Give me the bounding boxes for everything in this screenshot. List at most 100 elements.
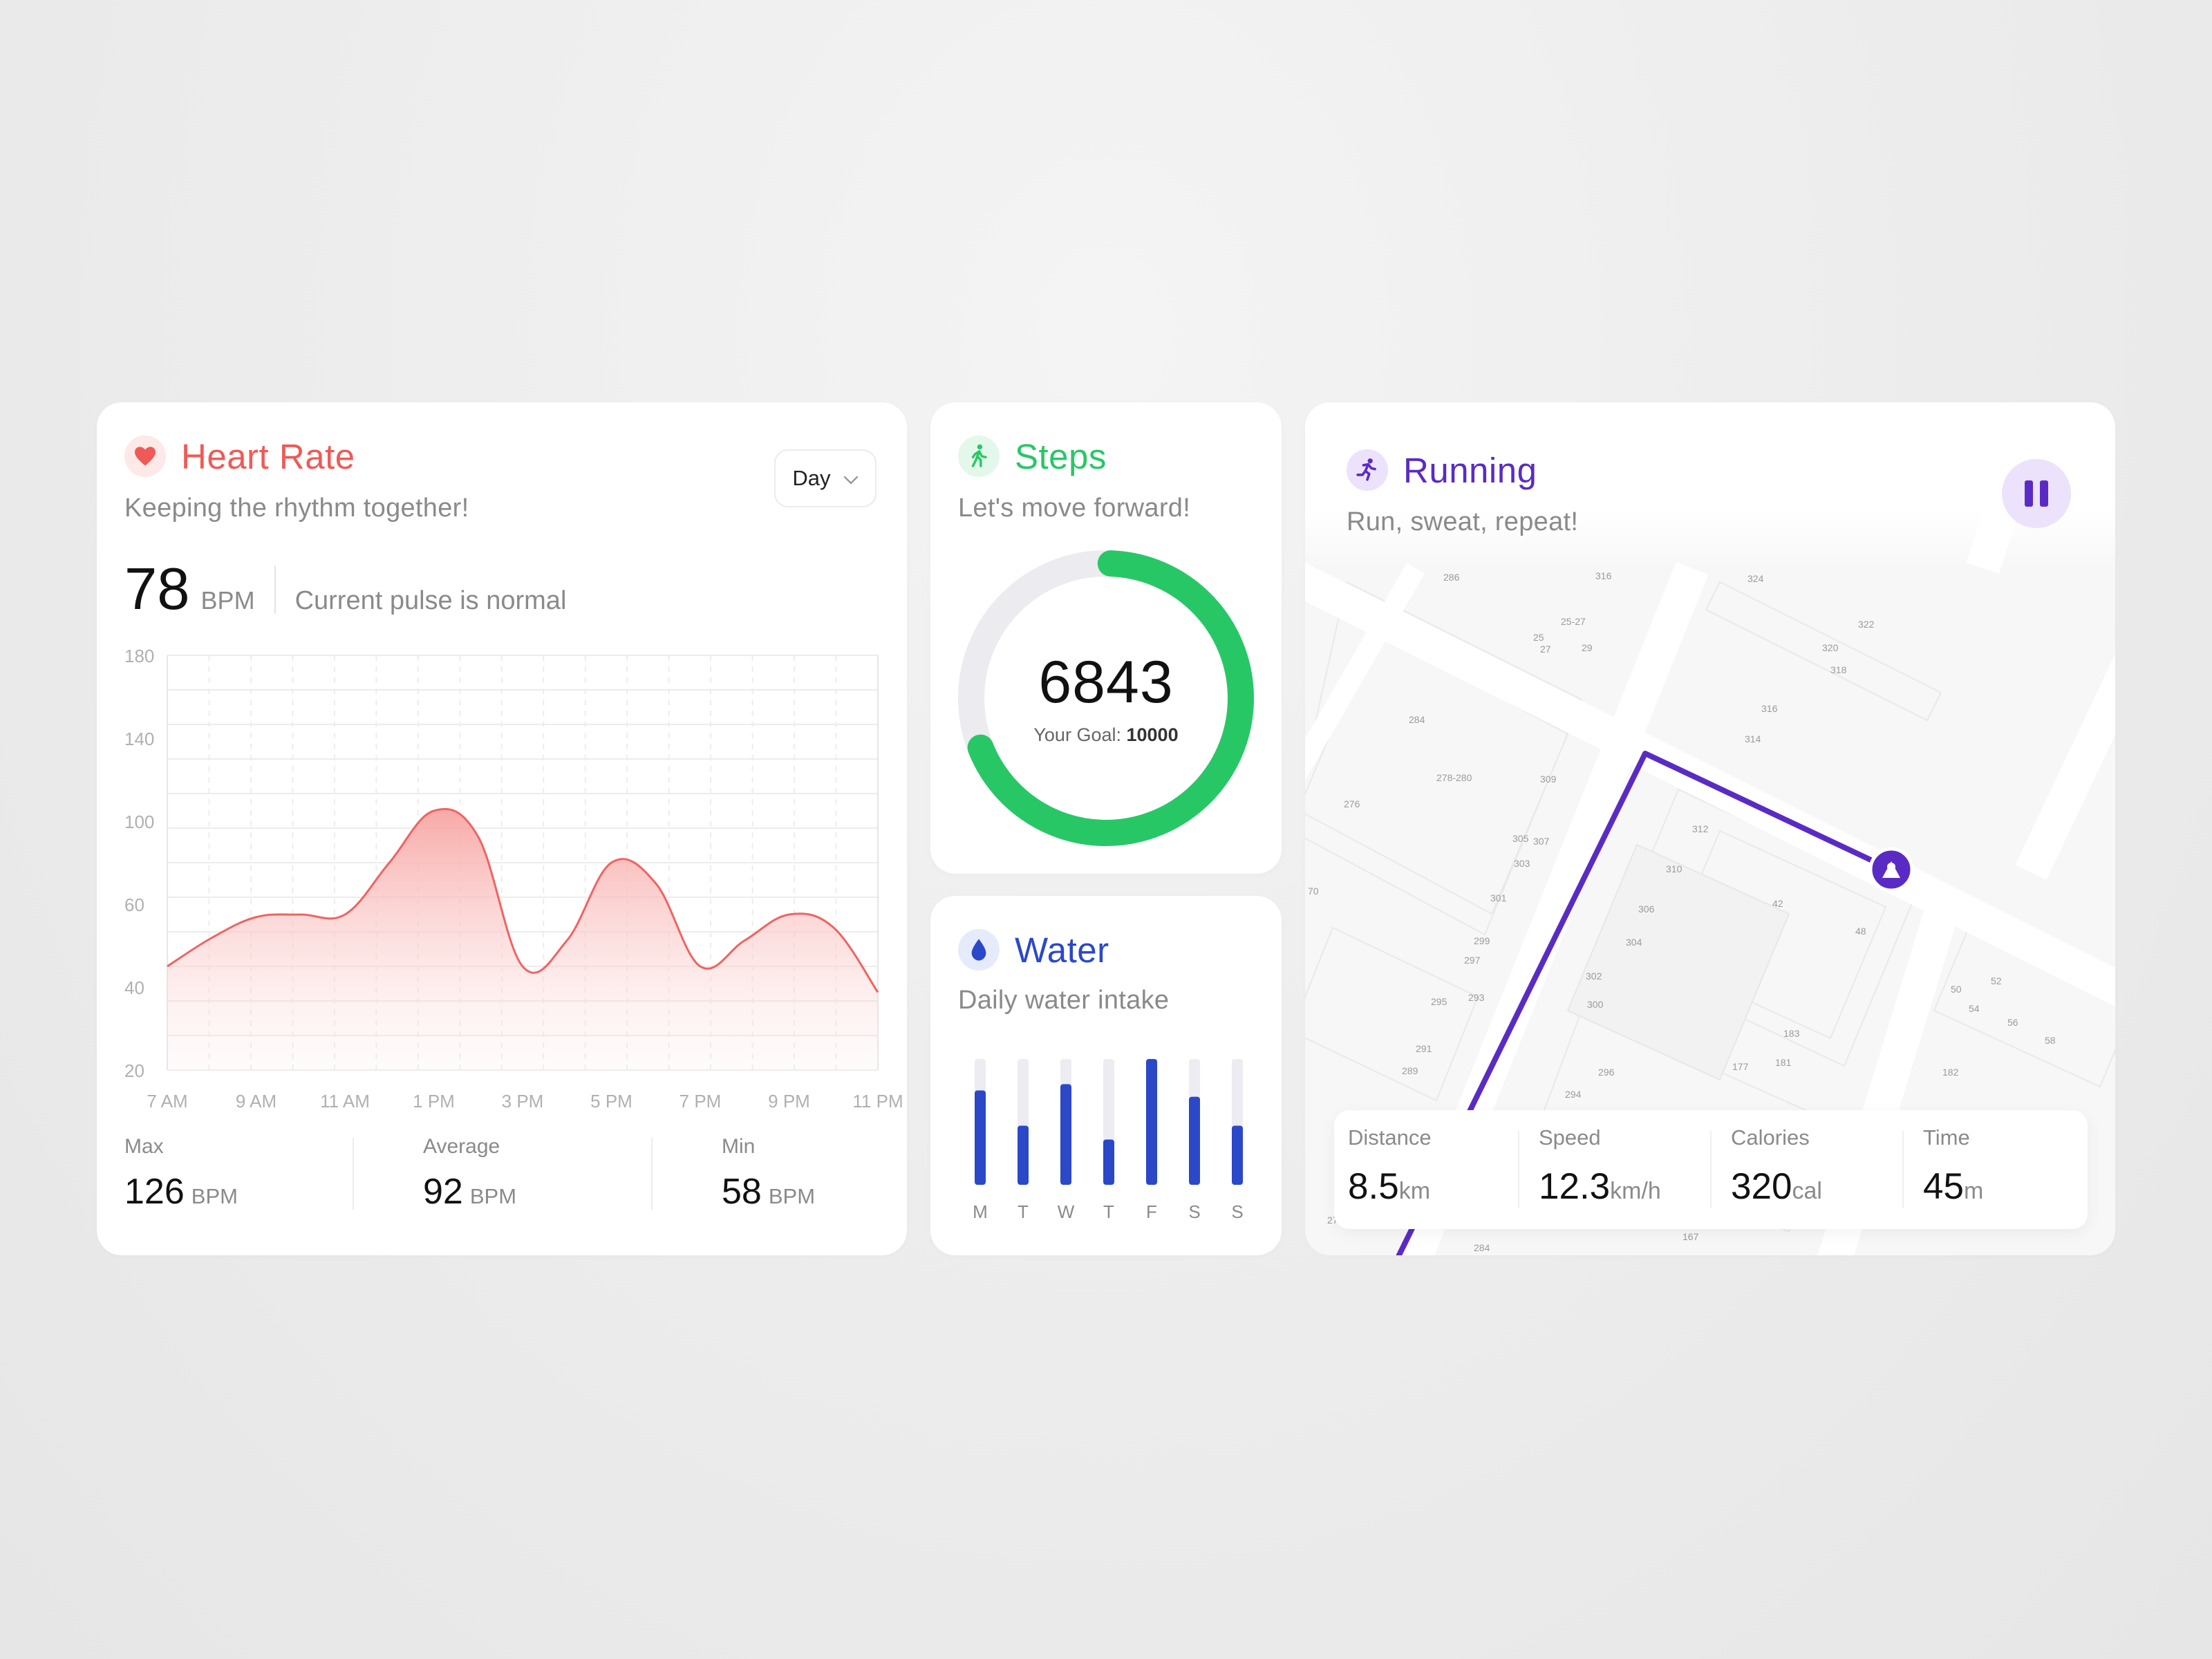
pause-button[interactable]	[2002, 459, 2071, 528]
x-tick-label: 1 PM	[413, 1091, 455, 1112]
stat-max: Max 126 BPM	[124, 1135, 238, 1212]
stat-average-label: Average	[423, 1135, 500, 1158]
stat-distance-value: 8.5	[1348, 1166, 1399, 1207]
map-label: 276	[1344, 798, 1360, 809]
stat-time-unit: m	[1963, 1178, 1984, 1204]
water-bar	[975, 1090, 986, 1185]
steps-header: Steps	[958, 435, 1107, 477]
current-bpm-value: 78	[124, 556, 190, 622]
x-tick-label: 9 AM	[236, 1091, 276, 1112]
map-label: 320	[1822, 642, 1839, 653]
stat-max-value: 126	[124, 1172, 185, 1212]
water-bar	[1146, 1059, 1157, 1185]
map-label: 25	[1533, 632, 1544, 643]
map-label: 52	[1991, 975, 2002, 986]
map-label: 183	[1783, 1028, 1800, 1039]
running-card: 286 316 324 25-27 25 27 29 322 320 318 316 314 284 27…	[1305, 402, 2115, 1255]
steps-subtitle: Let's move forward!	[958, 494, 1191, 523]
x-tick-label: 11 PM	[852, 1091, 903, 1112]
steps-title: Steps	[1015, 436, 1107, 476]
stat-calories-unit: cal	[1792, 1178, 1822, 1204]
steps-goal-label: Your Goal:	[1033, 724, 1121, 745]
map-label: 314	[1745, 733, 1761, 744]
chevron-down-icon	[843, 466, 859, 491]
stat-speed-value: 12.3	[1539, 1166, 1611, 1207]
x-tick-label: 7 AM	[147, 1091, 187, 1112]
map-label: 316	[1595, 570, 1612, 581]
water-day-label: T	[1103, 1201, 1114, 1222]
y-tick-label: 60	[124, 894, 144, 915]
map-label: 50	[1951, 984, 1962, 995]
water-drop-icon	[958, 929, 1000, 971]
steps-goal-value: 10000	[1126, 724, 1179, 745]
water-day-label: S	[1231, 1201, 1243, 1222]
pulse-status: Current pulse is normal	[294, 586, 567, 615]
divider	[1902, 1131, 1904, 1208]
water-day-label: S	[1188, 1201, 1200, 1222]
map-label: 307	[1533, 836, 1550, 847]
map-label: 293	[1468, 992, 1485, 1003]
map-label: 297	[1464, 955, 1481, 966]
stat-min-value: 58	[722, 1172, 762, 1212]
map-label: 286	[1443, 572, 1460, 583]
divider	[353, 1138, 354, 1210]
current-bpm-unit: BPM	[200, 586, 255, 615]
map-label: 42	[1772, 898, 1783, 909]
stat-time: Time 45m	[1923, 1125, 1983, 1208]
running-header-background	[1305, 402, 2115, 568]
heart-rate-card: Heart Rate Keeping the rhythm together! …	[97, 402, 907, 1255]
map-label: 284	[1474, 1242, 1490, 1253]
running-title: Running	[1403, 450, 1537, 490]
stat-min: Min 58 BPM	[722, 1135, 815, 1212]
map-label: 291	[1416, 1043, 1432, 1054]
divider	[651, 1138, 653, 1210]
stat-distance-unit: km	[1398, 1178, 1431, 1204]
heart-rate-header: Heart Rate	[124, 435, 355, 477]
water-bar	[1018, 1125, 1029, 1185]
water-day-label: W	[1058, 1201, 1075, 1222]
map-label: 305	[1512, 833, 1529, 844]
x-tick-label: 9 PM	[768, 1091, 810, 1112]
water-title: Water	[1015, 930, 1109, 970]
stat-min-label: Min	[722, 1135, 756, 1158]
y-tick-label: 100	[124, 812, 154, 832]
map-label: 284	[1409, 714, 1425, 725]
heart-rate-stats: Max 126 BPM Average 92 BPM Min 58 BPM	[97, 1135, 907, 1218]
running-person-icon	[1347, 449, 1388, 491]
running-header: Running	[1347, 449, 1537, 491]
map-label: 303	[1514, 858, 1530, 869]
stat-time-label: Time	[1923, 1125, 1970, 1150]
x-tick-label: 5 PM	[590, 1091, 632, 1112]
heart-rate-subtitle: Keeping the rhythm together!	[124, 494, 469, 523]
map-label: 316	[1761, 703, 1778, 714]
divider	[1710, 1131, 1712, 1208]
steps-progress-ring	[958, 550, 1254, 846]
map-label: 304	[1626, 937, 1642, 948]
running-stats-panel: Distance 8.5km Speed 12.3km/h Calories 3…	[1334, 1110, 2088, 1229]
x-tick-label: 7 PM	[679, 1091, 722, 1112]
heart-rate-area	[167, 809, 878, 1070]
map-label: 167	[1683, 1231, 1699, 1242]
stat-max-unit: BPM	[191, 1184, 238, 1208]
map-label: 25-27	[1561, 616, 1586, 627]
map-label: 70	[1308, 885, 1319, 897]
map-label: 318	[1830, 664, 1847, 675]
stat-calories: Calories 320cal	[1731, 1125, 1822, 1208]
map-label: 324	[1747, 573, 1764, 584]
runner-location-marker[interactable]	[1868, 847, 1914, 892]
stat-distance: Distance 8.5km	[1348, 1125, 1432, 1208]
water-subtitle: Daily water intake	[958, 986, 1170, 1015]
stat-time-value: 45	[1923, 1166, 1964, 1207]
map-label: 309	[1540, 774, 1557, 785]
map-label: 177	[1732, 1061, 1749, 1072]
stat-average-unit: BPM	[469, 1184, 517, 1208]
y-tick-label: 140	[124, 729, 154, 749]
map-label: 48	[1855, 926, 1866, 937]
map-label: 299	[1474, 935, 1490, 946]
stat-calories-value: 320	[1731, 1166, 1792, 1207]
heart-rate-line	[167, 807, 879, 993]
map-block	[1305, 926, 1479, 1102]
period-dropdown[interactable]: Day	[774, 449, 877, 507]
